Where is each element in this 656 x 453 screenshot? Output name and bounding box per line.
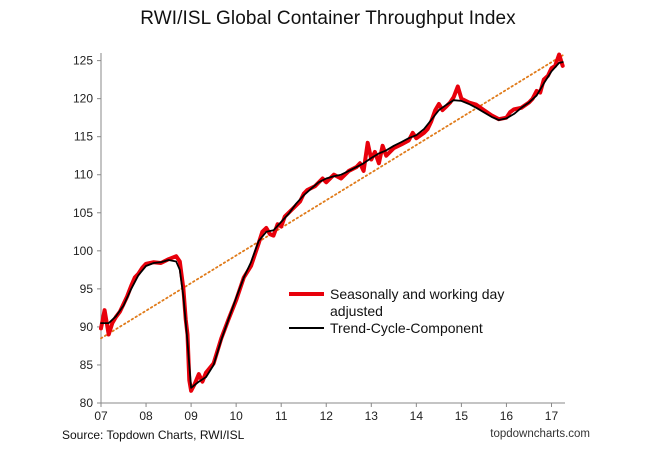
x-tick-label: 11 xyxy=(275,409,288,423)
legend-label-seasonal-cont: adjusted xyxy=(330,303,383,319)
y-tick-label: 95 xyxy=(80,282,94,296)
legend-label-trend: Trend-Cycle-Component xyxy=(330,320,483,336)
trendline-dotted xyxy=(100,54,564,340)
x-tick-label: 17 xyxy=(545,409,559,423)
y-tick-label: 80 xyxy=(80,396,94,410)
chart-title: RWI/ISL Global Container Throughput Inde… xyxy=(140,8,516,29)
legend-label-seasonal: Seasonally and working day xyxy=(330,286,504,302)
seasonal-series-line xyxy=(99,52,565,393)
x-tick-label: 14 xyxy=(410,409,424,423)
y-tick-label: 115 xyxy=(74,130,93,144)
y-tick-label: 100 xyxy=(73,244,93,258)
y-tick-label: 85 xyxy=(80,358,94,372)
x-tick-label: 16 xyxy=(500,409,514,423)
x-tick-label: 13 xyxy=(365,409,379,423)
website-credit: topdowncharts.com xyxy=(490,428,590,440)
axes xyxy=(97,53,565,407)
legend: Seasonally and working dayadjustedTrend-… xyxy=(289,286,504,336)
plot-area xyxy=(99,52,565,393)
x-tick-label: 10 xyxy=(229,409,243,423)
y-tick-label: 125 xyxy=(73,54,93,68)
y-tick-label: 90 xyxy=(80,320,94,334)
x-tick-label: 07 xyxy=(94,409,108,423)
y-tick-label: 120 xyxy=(73,92,93,106)
x-tick-label: 12 xyxy=(320,409,334,423)
trend-series-line xyxy=(100,61,564,389)
x-tick-label: 08 xyxy=(139,409,153,423)
x-tick-label: 09 xyxy=(184,409,198,423)
y-tick-label: 105 xyxy=(73,206,93,220)
source-note: Source: Topdown Charts, RWI/ISL xyxy=(62,428,245,442)
y-tick-label: 110 xyxy=(74,168,93,182)
tick-labels: 80 85 90 95 100 105 110 115 120 125 07 08 09 10 11 12 13… xyxy=(73,54,559,423)
x-tick-label: 15 xyxy=(455,409,469,423)
